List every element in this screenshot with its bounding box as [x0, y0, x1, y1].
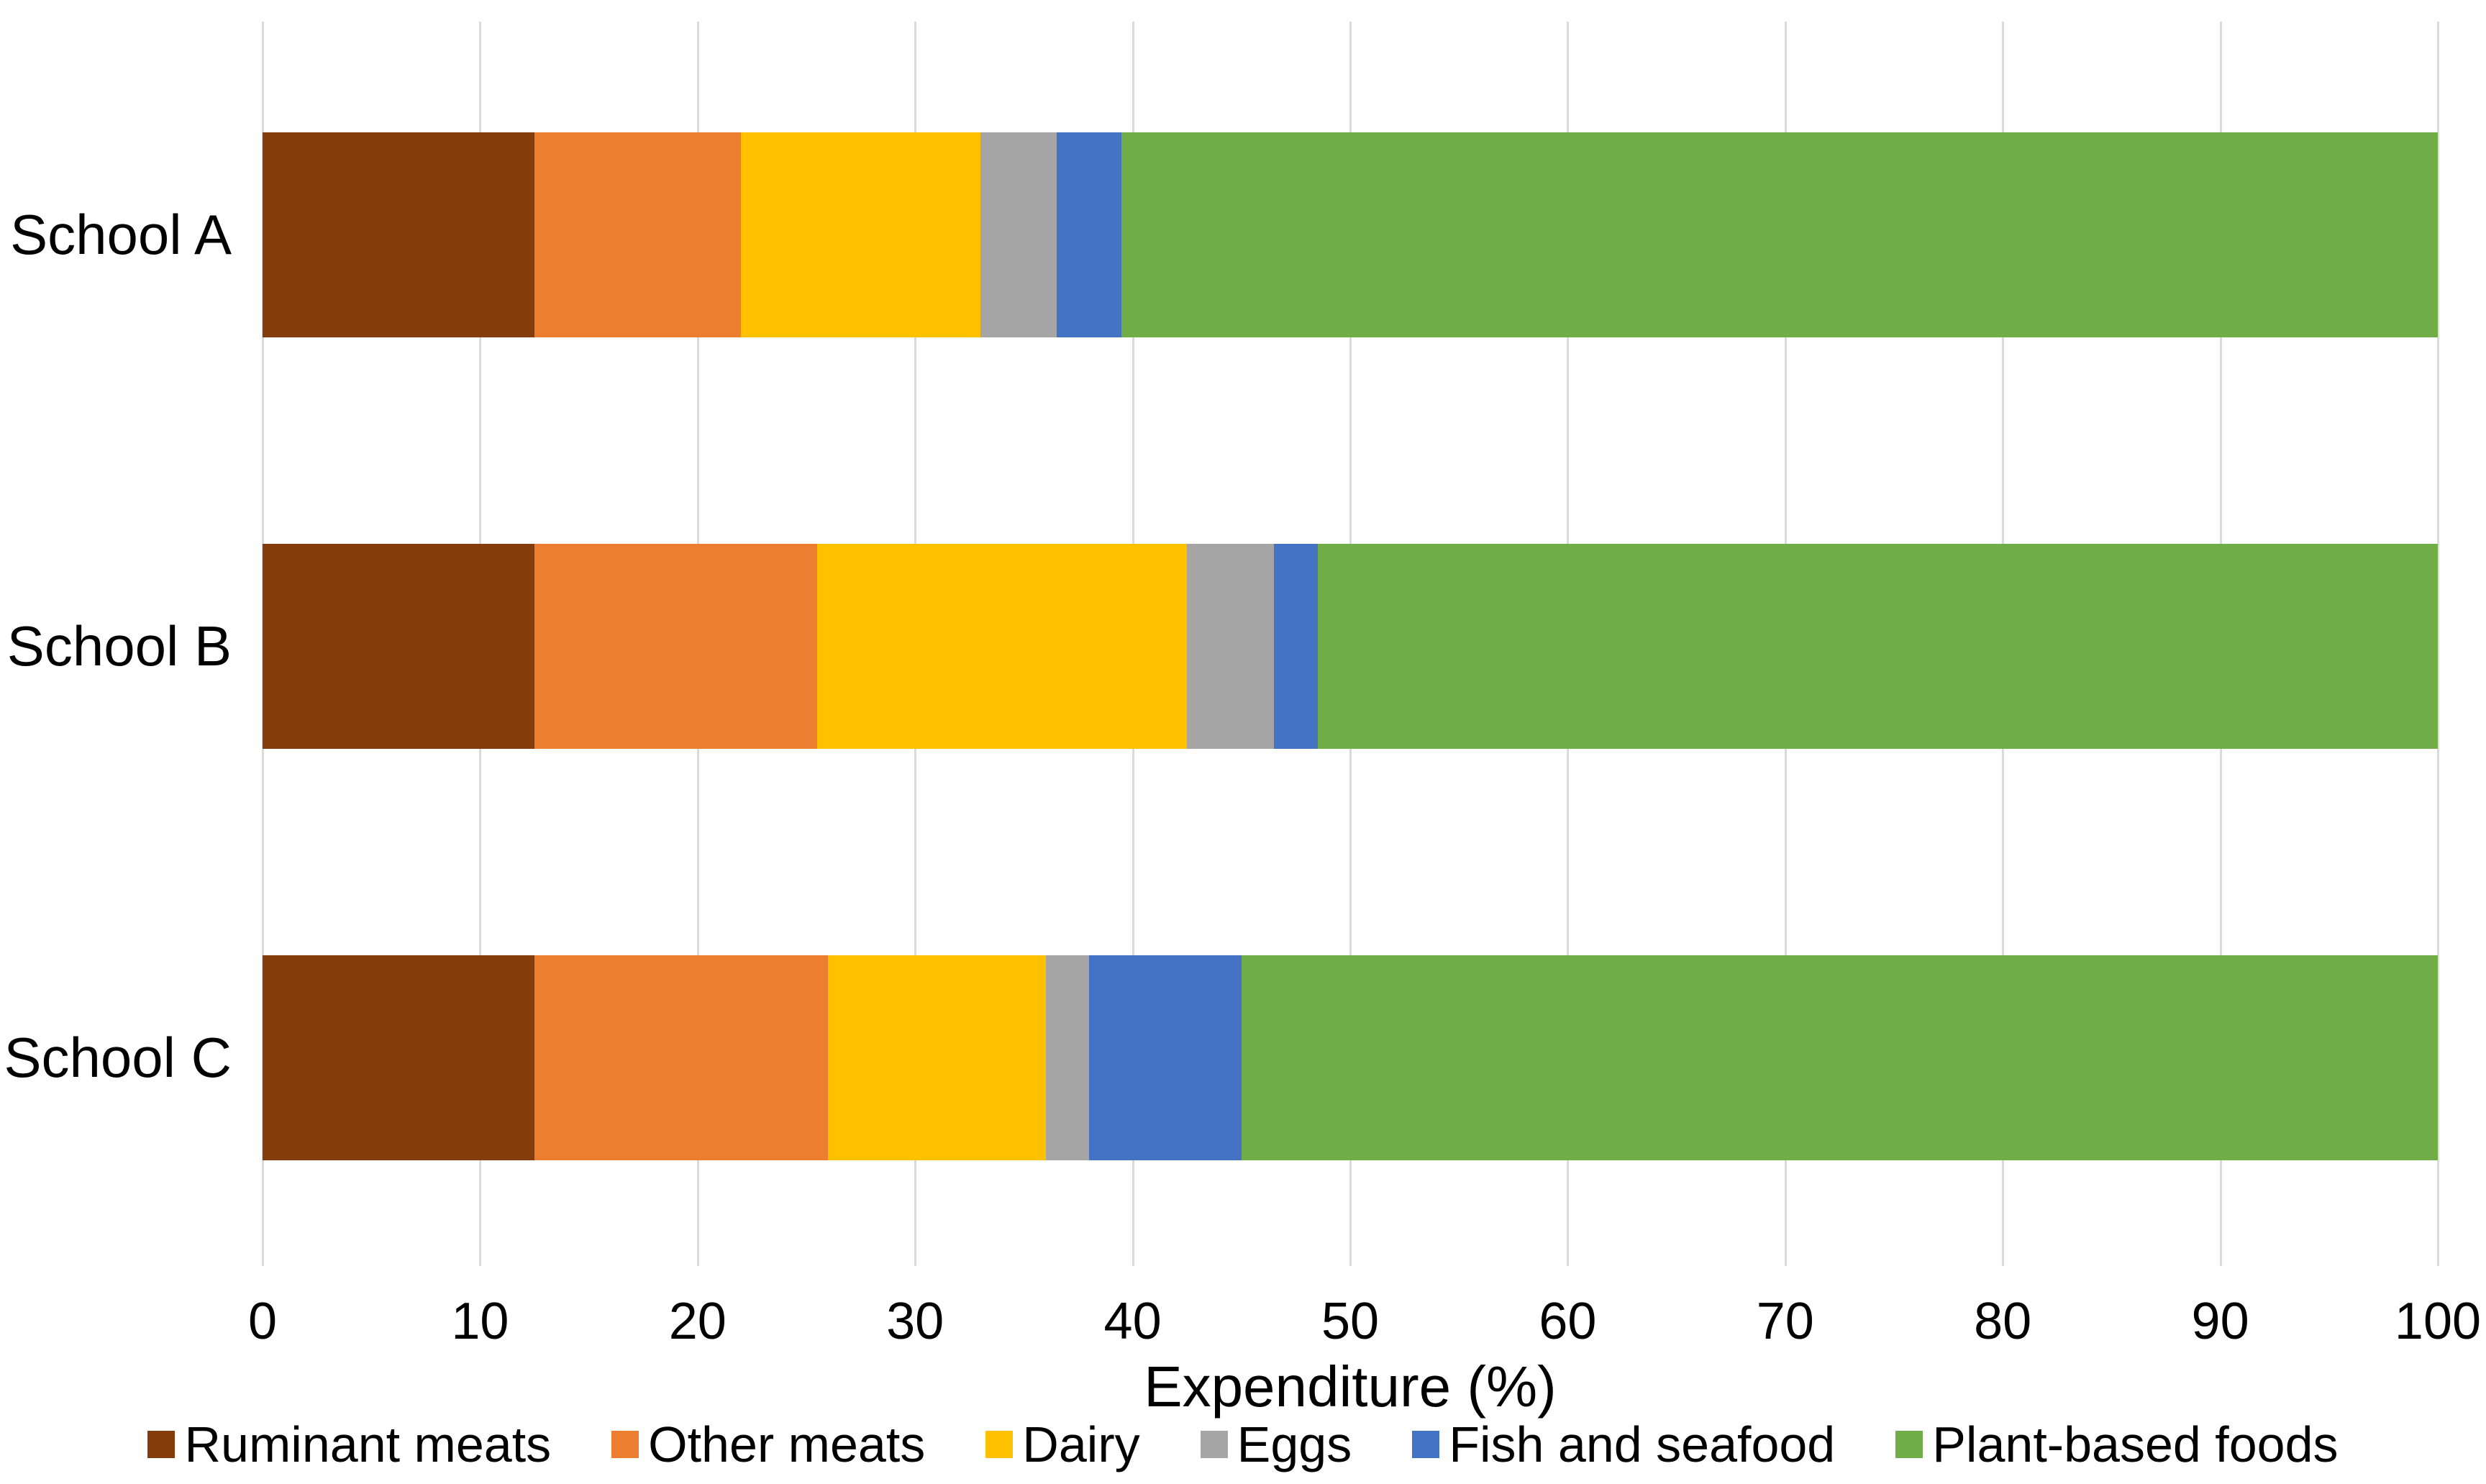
bar-segment [534, 543, 818, 749]
category-label: School C [4, 1025, 232, 1089]
category-label: School A [10, 202, 232, 266]
x-axis-title: Expenditure (%) [1144, 1355, 1557, 1419]
legend-item: Fish and seafood [1412, 1416, 1835, 1473]
bar-segment [1121, 132, 2438, 337]
legend-swatch-icon [985, 1431, 1014, 1458]
legend-item: Plant-based foods [1895, 1416, 2339, 1473]
bar-segment [263, 132, 534, 337]
bar-segment [1045, 955, 1090, 1160]
category-label: School B [6, 614, 232, 678]
bar-segment [263, 955, 534, 1160]
legend-label: Fish and seafood [1449, 1416, 1836, 1472]
bar-segment [741, 132, 980, 337]
bar-segment [1187, 543, 1275, 749]
bar-segment [534, 132, 742, 337]
x-tick-label: 70 [1756, 1293, 1814, 1350]
x-tick-label: 80 [1974, 1293, 2032, 1350]
legend-label: Dairy [1022, 1416, 1140, 1472]
bar-segment [1317, 543, 2438, 749]
legend-label: Plant-based foods [1932, 1416, 2339, 1472]
x-tick-label: 100 [2394, 1293, 2482, 1350]
x-tick-label: 90 [2191, 1293, 2249, 1350]
bar-segment [1241, 955, 2438, 1160]
bar-segment [828, 955, 1046, 1160]
bar-segment [980, 132, 1057, 337]
x-tick-label: 60 [1539, 1293, 1597, 1350]
plot-area [262, 22, 2439, 1266]
legend-label: Eggs [1237, 1416, 1352, 1472]
bar-segment [817, 543, 1188, 749]
bar-row [263, 543, 2438, 749]
x-tick-label: 20 [668, 1293, 727, 1350]
legend: Ruminant meats Other meats Dairy Eggs Fish a… [0, 1414, 2486, 1475]
legend-swatch-icon [1895, 1431, 1923, 1458]
x-tick-label: 30 [886, 1293, 944, 1350]
legend-item: Eggs [1200, 1416, 1352, 1473]
bar-row [263, 132, 2438, 337]
legend-item: Ruminant meats [147, 1416, 551, 1473]
legend-item: Other meats [611, 1416, 925, 1473]
bar-segment [1089, 955, 1242, 1160]
bar-segment [534, 955, 829, 1160]
x-tick-label: 10 [451, 1293, 509, 1350]
bar-segment [263, 543, 534, 749]
bar-segment [1274, 543, 1318, 749]
x-tick-label: 40 [1103, 1293, 1162, 1350]
legend-swatch-icon [1412, 1431, 1440, 1458]
legend-label: Other meats [648, 1416, 926, 1472]
x-tick-label: 0 [247, 1293, 278, 1350]
legend-label: Ruminant meats [184, 1416, 552, 1472]
legend-item: Dairy [985, 1416, 1140, 1473]
legend-swatch-icon [147, 1431, 176, 1458]
x-tick-label: 50 [1321, 1293, 1380, 1350]
bar-segment [1056, 132, 1122, 337]
legend-swatch-icon [1200, 1431, 1228, 1458]
legend-swatch-icon [611, 1431, 639, 1458]
bar-row [263, 955, 2438, 1160]
gridline [2437, 22, 2439, 1266]
